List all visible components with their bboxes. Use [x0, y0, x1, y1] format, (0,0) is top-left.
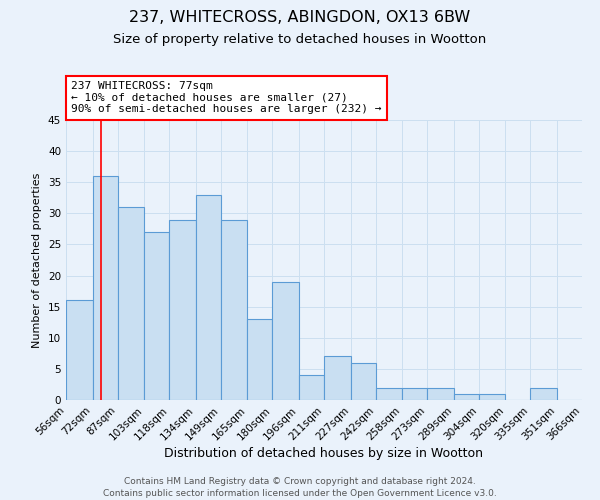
Bar: [66, 300, 92, 400]
X-axis label: Distribution of detached houses by size in Wootton: Distribution of detached houses by size …: [164, 448, 484, 460]
Bar: [402, 388, 427, 400]
Bar: [144, 232, 169, 400]
Bar: [169, 220, 196, 400]
Bar: [479, 394, 505, 400]
Bar: [272, 282, 299, 400]
Bar: [350, 362, 376, 400]
Bar: [299, 375, 324, 400]
Bar: [530, 388, 557, 400]
Text: Contains HM Land Registry data © Crown copyright and database right 2024.
Contai: Contains HM Land Registry data © Crown c…: [103, 476, 497, 498]
Bar: [324, 356, 350, 400]
Bar: [454, 394, 479, 400]
Bar: [376, 388, 402, 400]
Bar: [196, 194, 221, 400]
Text: 237 WHITECROSS: 77sqm
← 10% of detached houses are smaller (27)
90% of semi-deta: 237 WHITECROSS: 77sqm ← 10% of detached …: [71, 81, 382, 114]
Bar: [221, 220, 247, 400]
Bar: [92, 176, 118, 400]
Text: Size of property relative to detached houses in Wootton: Size of property relative to detached ho…: [113, 32, 487, 46]
Bar: [427, 388, 454, 400]
Bar: [118, 207, 144, 400]
Y-axis label: Number of detached properties: Number of detached properties: [32, 172, 43, 348]
Bar: [247, 319, 272, 400]
Text: 237, WHITECROSS, ABINGDON, OX13 6BW: 237, WHITECROSS, ABINGDON, OX13 6BW: [130, 10, 470, 25]
